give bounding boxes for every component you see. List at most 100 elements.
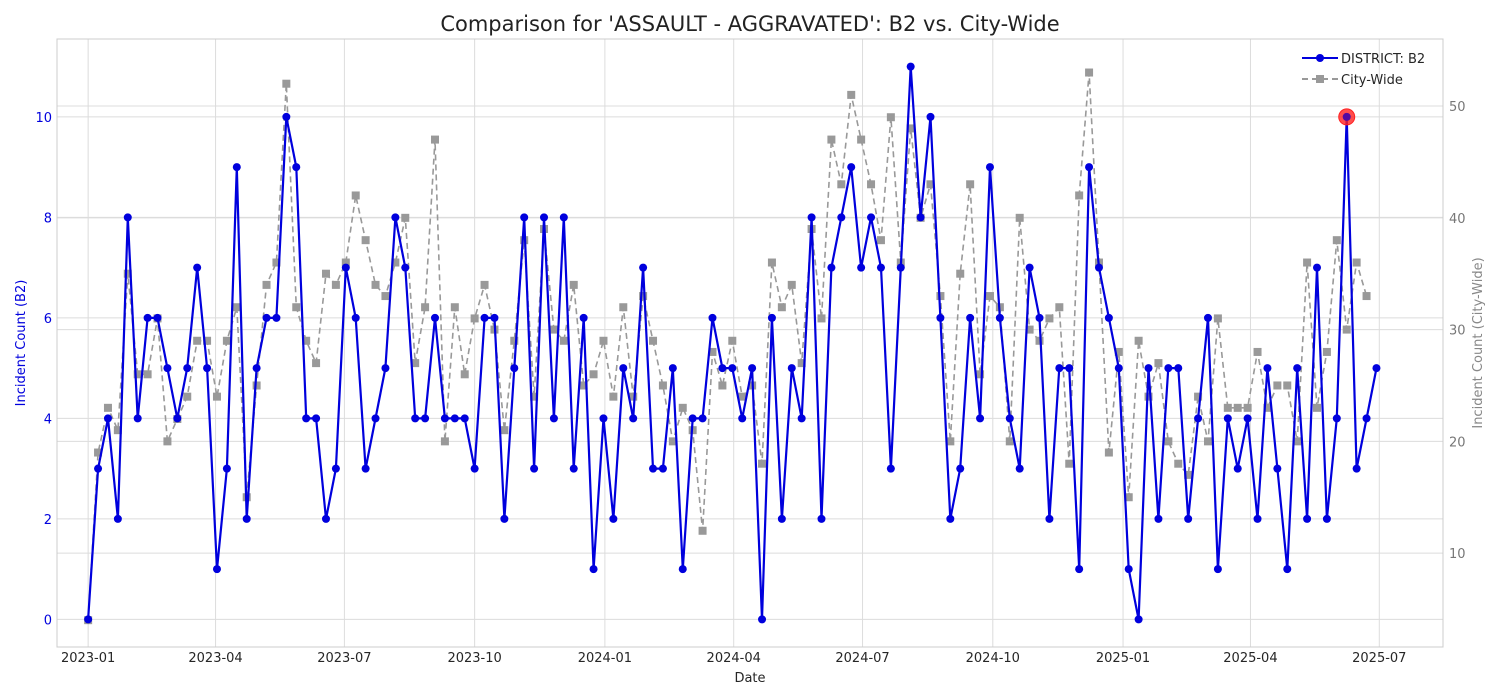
data-point	[133, 414, 142, 423]
legend: DISTRICT: B2 City-Wide	[1302, 52, 1425, 88]
data-point	[629, 392, 638, 401]
data-point	[103, 403, 112, 412]
data-point	[450, 303, 459, 312]
data-point	[123, 213, 132, 222]
data-point	[331, 464, 340, 473]
x-tick-label: 2024-10	[966, 651, 1020, 666]
data-point	[500, 514, 509, 523]
data-point	[817, 514, 826, 523]
data-point	[1332, 414, 1341, 423]
data-point	[678, 565, 687, 574]
series-line	[87, 72, 1368, 621]
data-point	[728, 336, 737, 345]
data-point	[549, 414, 558, 423]
x-tick-label: 2025-04	[1223, 651, 1277, 666]
data-point	[777, 514, 786, 523]
data-point	[361, 236, 370, 245]
x-tick-label: 2024-07	[835, 651, 889, 666]
data-point	[1025, 263, 1034, 272]
data-point	[173, 414, 182, 423]
data-point	[817, 314, 826, 323]
data-point	[549, 325, 558, 334]
data-point	[381, 364, 390, 373]
data-point	[113, 426, 122, 435]
data-point	[212, 565, 221, 574]
data-point	[530, 392, 539, 401]
y-left-tick-label: 0	[44, 613, 52, 628]
data-point	[629, 414, 638, 423]
data-point	[609, 514, 618, 523]
highlight-layer	[1338, 108, 1356, 126]
data-point	[966, 180, 975, 189]
data-point	[282, 79, 291, 88]
data-point	[589, 565, 598, 574]
data-point	[450, 414, 459, 423]
x-tick-label: 2023-04	[188, 651, 242, 666]
data-point	[1134, 336, 1143, 345]
data-point	[1045, 514, 1054, 523]
data-point	[827, 263, 836, 272]
data-point	[579, 381, 588, 390]
data-point	[708, 347, 717, 356]
data-point	[995, 313, 1004, 322]
data-point	[827, 135, 836, 144]
data-point	[84, 615, 93, 624]
data-point	[143, 370, 152, 379]
data-point	[1005, 414, 1014, 423]
data-point	[113, 514, 122, 523]
data-point	[1015, 464, 1024, 473]
data-point	[1075, 565, 1084, 574]
data-point	[272, 313, 281, 322]
data-point	[292, 163, 301, 172]
data-point	[728, 364, 737, 373]
data-point	[1114, 347, 1123, 356]
data-point	[94, 448, 103, 457]
data-point	[401, 263, 410, 272]
data-point	[787, 364, 796, 373]
data-point	[1263, 403, 1272, 412]
data-point	[401, 213, 410, 222]
data-point	[1273, 381, 1282, 390]
data-point	[1293, 437, 1302, 446]
data-point	[1243, 403, 1252, 412]
series-b2	[84, 62, 1381, 624]
y-axis-right-ticks: 10 20 30 40 50	[1449, 100, 1466, 562]
data-point	[1223, 414, 1232, 423]
data-point	[302, 336, 311, 345]
data-point	[599, 336, 608, 345]
x-axis-label: Date	[734, 671, 765, 686]
data-point	[718, 381, 727, 390]
data-point	[212, 392, 221, 401]
data-point	[748, 364, 757, 373]
data-point	[232, 163, 241, 172]
data-point	[331, 280, 340, 289]
data-point	[292, 303, 301, 312]
data-point	[361, 464, 370, 473]
y-left-tick-label: 6	[44, 312, 52, 327]
data-point	[1045, 314, 1054, 323]
data-point	[649, 336, 658, 345]
data-point	[1055, 364, 1064, 373]
data-point	[837, 180, 846, 189]
data-point	[252, 381, 261, 390]
data-point	[1164, 437, 1173, 446]
y-right-tick-label: 30	[1449, 324, 1466, 339]
data-point	[1124, 493, 1133, 502]
data-point	[232, 303, 241, 312]
data-point	[966, 313, 975, 322]
data-point	[480, 313, 489, 322]
data-point	[272, 258, 281, 267]
data-point	[163, 437, 172, 446]
y-right-tick-label: 20	[1449, 435, 1466, 450]
data-point	[203, 336, 212, 345]
data-point	[698, 414, 707, 423]
data-point	[242, 514, 251, 523]
data-point	[1194, 414, 1203, 423]
data-point	[1174, 364, 1183, 373]
data-point	[103, 414, 112, 423]
highlight-core	[1342, 112, 1351, 121]
data-point	[321, 269, 330, 278]
data-point	[203, 364, 212, 373]
data-point	[1005, 437, 1014, 446]
